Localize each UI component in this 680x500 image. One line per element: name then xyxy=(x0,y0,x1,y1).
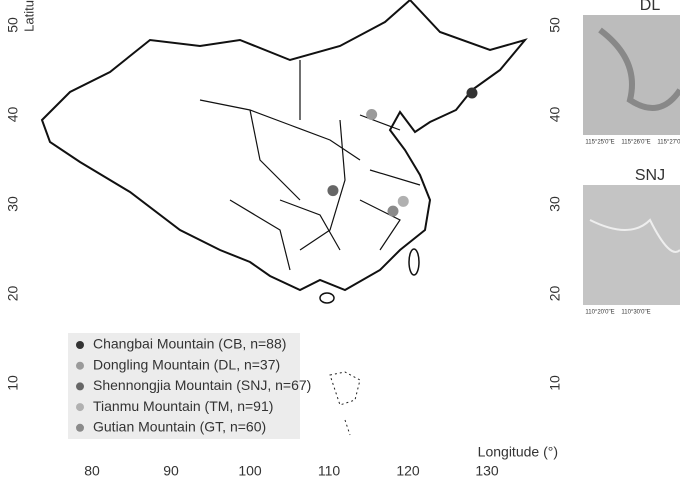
legend-marker xyxy=(76,403,84,412)
x-tick-label: 90 xyxy=(163,463,179,479)
y-tick-label: 50 xyxy=(547,17,563,33)
legend-box xyxy=(68,333,300,439)
y-tick-label: 30 xyxy=(547,196,563,212)
site-point xyxy=(366,109,378,120)
x-tick-label: 110 xyxy=(318,463,341,479)
inset-tick-label: 115°25'0"E xyxy=(585,140,614,146)
y-tick-label: 40 xyxy=(547,107,563,123)
inset-tick-label: 115°27'0"E xyxy=(657,140,680,146)
site-point xyxy=(387,205,399,217)
site-point xyxy=(466,87,478,99)
legend-label: Dongling Mountain (DL, n=37) xyxy=(93,356,280,372)
x-tick-label: 120 xyxy=(396,463,420,479)
legend-label: Tianmu Mountain (TM, n=91) xyxy=(93,398,273,414)
y-tick-label: 30 xyxy=(5,196,21,212)
y-tick-label: 10 xyxy=(547,375,563,391)
legend-label: Changbai Mountain (CB, n=88) xyxy=(93,336,286,352)
legend-marker xyxy=(76,341,84,349)
x-axis-label: Longitude (°) xyxy=(478,444,558,460)
inset-title: DL xyxy=(640,0,661,14)
legend-marker xyxy=(76,361,84,370)
inset-tick-label: 110°20'0"E xyxy=(585,310,614,316)
x-tick-label: 80 xyxy=(84,463,100,479)
x-tick-label: 100 xyxy=(238,463,262,479)
legend-label: Gutian Mountain (GT, n=60) xyxy=(93,419,266,435)
y-tick-label: 40 xyxy=(5,107,21,123)
legend-marker xyxy=(76,382,84,391)
y-tick-label: 20 xyxy=(5,286,21,302)
inset-snj xyxy=(583,185,680,305)
site-point xyxy=(327,185,339,197)
legend-label: Shennongjia Mountain (SNJ, n=67) xyxy=(93,377,311,393)
site-point xyxy=(397,195,409,207)
china-outline xyxy=(40,0,528,436)
y-tick-label: 20 xyxy=(547,286,563,302)
y-tick-label: 50 xyxy=(5,17,21,33)
legend-marker xyxy=(76,423,84,432)
y-tick-label: 10 xyxy=(5,375,21,391)
inset-tick-label: 115°26'0"E xyxy=(621,140,650,146)
inset-title: SNJ xyxy=(635,167,665,184)
y-axis-label: Latitu xyxy=(21,0,36,32)
inset-tick-label: 110°30'0"E xyxy=(621,310,650,316)
x-tick-label: 130 xyxy=(475,463,499,479)
inset-dl xyxy=(583,15,680,135)
